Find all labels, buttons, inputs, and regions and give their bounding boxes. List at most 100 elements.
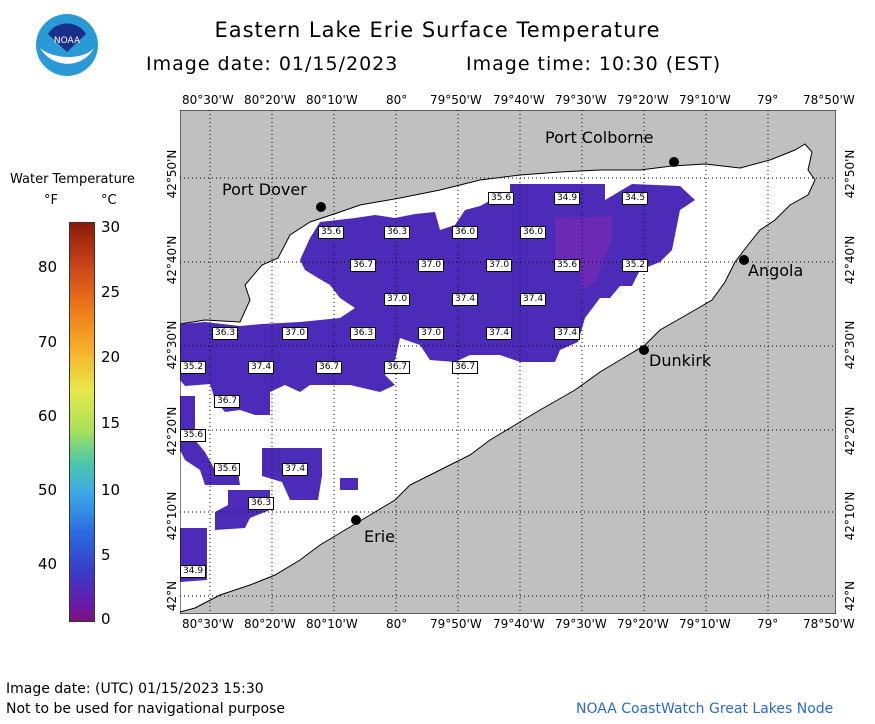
f-tick: 50 <box>38 481 58 499</box>
data-patch-center <box>555 216 612 290</box>
temp-label: 37.0 <box>486 259 513 272</box>
c-tick: 30 <box>101 218 121 236</box>
credit: NOAA CoastWatch Great Lakes Node <box>576 701 834 717</box>
data-patch-west <box>180 396 240 485</box>
lon-label-bottom: 78°50'W <box>803 617 855 631</box>
city-marker-erie <box>351 515 361 525</box>
f-tick: 60 <box>38 407 58 425</box>
temp-label: 34.9 <box>554 192 581 205</box>
lon-label-bottom: 80°10'W <box>306 617 358 631</box>
data-patch-small <box>340 478 358 490</box>
temp-label: 36.3 <box>212 327 239 340</box>
lon-label-bottom: 79° <box>757 617 779 631</box>
temp-label: 36.7 <box>214 395 241 408</box>
lat-label-left: 42°50'N <box>165 149 179 199</box>
lon-label-top: 78°50'W <box>803 93 855 107</box>
temp-label: 37.0 <box>418 259 445 272</box>
city-marker-dunkirk <box>639 345 649 355</box>
lat-label-right: 42°20'N <box>843 406 857 456</box>
c-tick: 20 <box>101 348 121 366</box>
color-scale-bar <box>69 222 95 622</box>
lat-label-left: 42°20'N <box>165 406 179 456</box>
f-tick: 40 <box>38 555 58 573</box>
lon-label-top: 80°20'W <box>244 93 296 107</box>
lat-label-left: 42°30'N <box>165 320 179 370</box>
temp-label: 35.6 <box>214 463 241 476</box>
city-marker-port-colborne <box>669 157 679 167</box>
c-tick: 0 <box>101 610 111 628</box>
lon-label-top: 80°30'W <box>182 93 234 107</box>
temp-label: 36.7 <box>452 361 479 374</box>
lon-label-top: 79°20'W <box>617 93 669 107</box>
lat-label-right: 42°50'N <box>843 149 857 199</box>
temp-label: 34.9 <box>180 565 207 578</box>
lat-label-right: 42°30'N <box>843 320 857 370</box>
temp-label: 36.7 <box>316 361 343 374</box>
temperature-data <box>180 184 695 582</box>
temp-label: 35.2 <box>622 259 649 272</box>
lon-label-bottom: 79°20'W <box>617 617 669 631</box>
legend-unit-c: °C <box>101 193 117 208</box>
lat-label-right: 42°N <box>843 580 857 612</box>
c-tick: 5 <box>101 546 111 564</box>
lon-label-bottom: 79°10'W <box>679 617 731 631</box>
lon-label-bottom: 79°40'W <box>493 617 545 631</box>
f-tick: 70 <box>38 333 58 351</box>
temp-label: 35.6 <box>318 226 345 239</box>
temp-label: 37.4 <box>282 463 309 476</box>
city-label: Angola <box>748 261 804 280</box>
lon-label-top: 79°10'W <box>679 93 731 107</box>
lon-label-top: 80° <box>386 93 408 107</box>
legend-unit-f: °F <box>44 193 58 208</box>
disclaimer: Not to be used for navigational purpose <box>6 701 285 717</box>
c-tick: 15 <box>101 414 121 432</box>
temp-label: 37.4 <box>452 293 479 306</box>
legend-title: Water Temperature <box>10 172 135 187</box>
city-label: Erie <box>364 527 395 546</box>
lon-label-bottom: 80°20'W <box>244 617 296 631</box>
temp-label: 37.4 <box>520 293 547 306</box>
lat-label-right: 42°40'N <box>843 235 857 285</box>
lon-label-bottom: 80° <box>386 617 408 631</box>
noaa-logo: NOAA <box>36 14 98 76</box>
lon-label-top: 79°50'W <box>430 93 482 107</box>
temp-label: 35.2 <box>180 361 207 374</box>
lon-label-top: 79° <box>757 93 779 107</box>
lat-label-left: 42°N <box>165 580 179 612</box>
utc-date-label: Image date: (UTC) 01/15/2023 15:30 <box>6 681 264 697</box>
lon-label-bottom: 79°50'W <box>430 617 482 631</box>
temp-label: 35.6 <box>554 259 581 272</box>
lon-label-bottom: 79°30'W <box>555 617 607 631</box>
temp-label: 37.4 <box>248 361 275 374</box>
noaa-logo-text: NOAA <box>54 36 81 46</box>
temp-label: 37.4 <box>486 327 513 340</box>
city-marker-port-dover <box>316 202 326 212</box>
image-date-label: Image date: 01/15/2023 <box>146 53 399 75</box>
temp-label: 35.6 <box>180 429 207 442</box>
city-marker-angola <box>739 255 749 265</box>
image-time-label: Image time: 10:30 (EST) <box>466 53 722 75</box>
temp-label: 36.7 <box>384 361 411 374</box>
temp-label: 36.0 <box>520 226 547 239</box>
lon-label-bottom: 80°30'W <box>182 617 234 631</box>
c-tick: 25 <box>101 283 121 301</box>
temp-label: 36.0 <box>452 226 479 239</box>
temp-label: 36.3 <box>350 327 377 340</box>
temp-label: 37.0 <box>418 327 445 340</box>
lat-label-left: 42°10'N <box>165 491 179 541</box>
c-tick: 10 <box>101 481 121 499</box>
lon-label-top: 79°40'W <box>493 93 545 107</box>
temp-label: 37.4 <box>554 327 581 340</box>
lon-label-top: 80°10'W <box>306 93 358 107</box>
map-title: Eastern Lake Erie Surface Temperature <box>214 18 661 42</box>
f-tick: 80 <box>38 258 58 276</box>
temp-label: 37.0 <box>282 327 309 340</box>
city-label: Port Dover <box>222 180 307 199</box>
lat-label-right: 42°10'N <box>843 491 857 541</box>
lat-label-left: 42°40'N <box>165 235 179 285</box>
city-label: Dunkirk <box>649 351 712 370</box>
city-label: Port Colborne <box>545 128 654 147</box>
temp-label: 36.3 <box>248 497 275 510</box>
temp-label: 35.6 <box>488 192 515 205</box>
temp-label: 36.7 <box>350 259 377 272</box>
